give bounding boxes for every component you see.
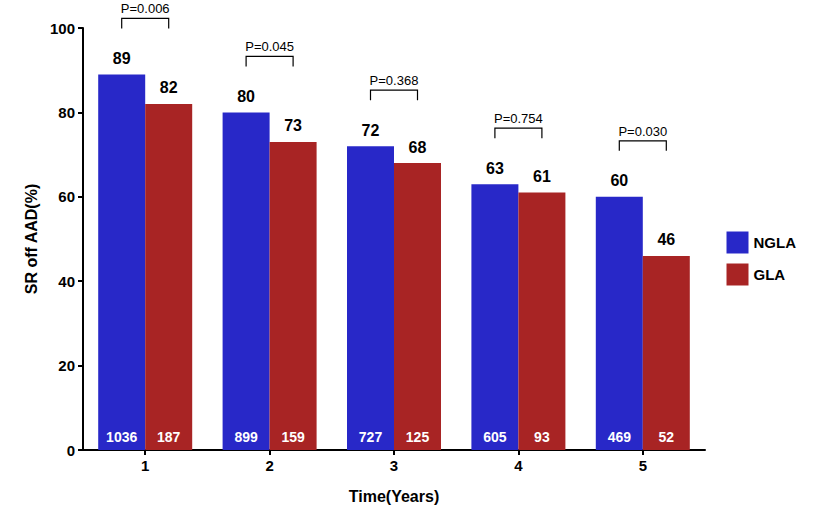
svg-text:63: 63 [486,160,504,177]
svg-text:SR off AAD(%): SR off AAD(%) [23,184,40,295]
svg-text:93: 93 [534,429,550,445]
svg-text:P=0.030: P=0.030 [618,124,667,139]
svg-text:899: 899 [234,429,258,445]
svg-text:4: 4 [514,457,523,474]
svg-text:1036: 1036 [106,429,137,445]
svg-text:60: 60 [610,172,628,189]
svg-text:46: 46 [657,231,675,248]
svg-text:72: 72 [362,122,380,139]
svg-text:60: 60 [58,188,75,205]
svg-text:NGLA: NGLA [754,234,797,251]
svg-text:0: 0 [67,442,75,459]
svg-text:2: 2 [265,457,273,474]
svg-text:605: 605 [483,429,507,445]
svg-text:3: 3 [390,457,398,474]
svg-text:1: 1 [141,457,149,474]
svg-text:P=0.006: P=0.006 [121,1,170,16]
svg-text:P=0.754: P=0.754 [494,111,543,126]
svg-text:P=0.368: P=0.368 [370,73,419,88]
svg-text:80: 80 [237,88,255,105]
svg-text:40: 40 [58,273,75,290]
svg-text:125: 125 [406,429,430,445]
svg-text:159: 159 [281,429,305,445]
svg-text:52: 52 [659,429,675,445]
svg-text:89: 89 [113,50,131,67]
svg-text:5: 5 [639,457,647,474]
svg-text:82: 82 [160,79,178,96]
svg-text:GLA: GLA [754,266,786,283]
svg-text:469: 469 [608,429,632,445]
svg-text:73: 73 [284,117,302,134]
svg-text:80: 80 [58,104,75,121]
svg-text:20: 20 [58,357,75,374]
svg-text:P=0.045: P=0.045 [245,39,294,54]
svg-text:68: 68 [409,139,427,156]
svg-text:100: 100 [50,20,75,37]
svg-text:Time(Years): Time(Years) [349,488,439,505]
svg-text:727: 727 [359,429,383,445]
svg-text:61: 61 [533,168,551,185]
svg-text:187: 187 [157,429,181,445]
